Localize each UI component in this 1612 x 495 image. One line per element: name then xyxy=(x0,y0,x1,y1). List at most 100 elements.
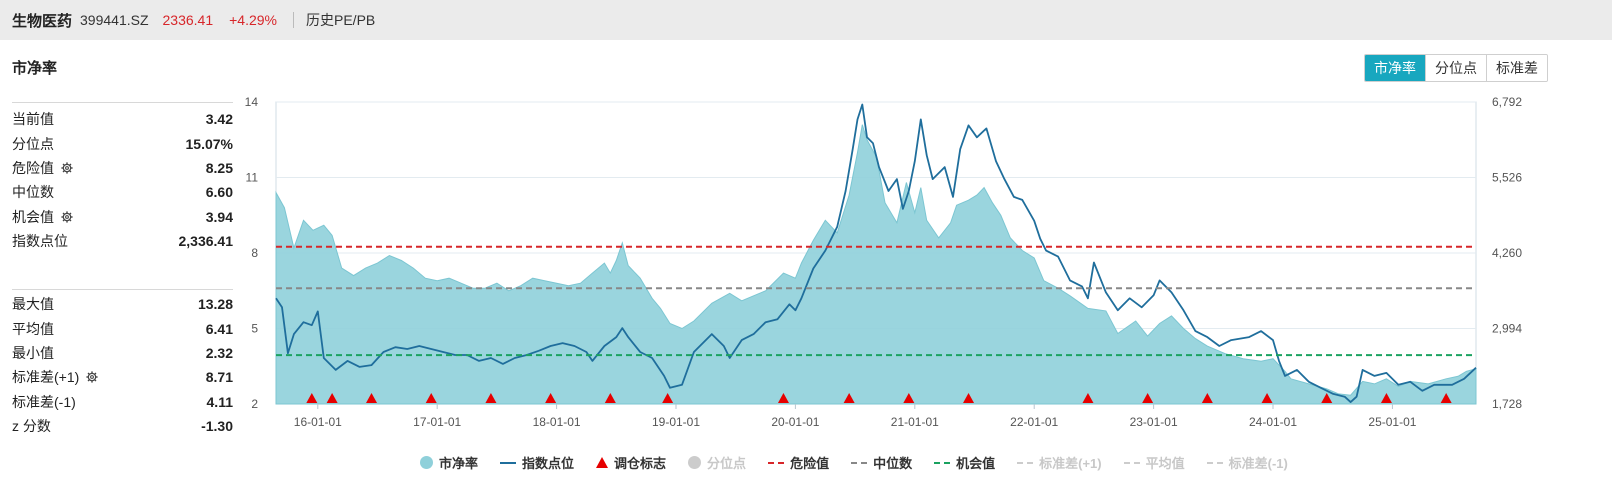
legend-item[interactable]: 调仓标志 xyxy=(596,453,666,472)
stat-row: 当前值 3.42 xyxy=(12,107,233,131)
rebalance-marker xyxy=(545,393,557,403)
rebalance-marker xyxy=(1261,393,1273,403)
legend-item[interactable]: 分位点 xyxy=(688,453,746,472)
left-axis-tick: 5 xyxy=(251,322,258,336)
stat-row: 标准差(-1) 4.11 xyxy=(12,390,233,414)
legend-label: 标准差(+1) xyxy=(1039,456,1102,471)
stat-label: 最小值 xyxy=(12,344,54,361)
legend-triangle-icon xyxy=(596,457,609,468)
stat-value: -1.30 xyxy=(201,418,233,435)
stat-label: 中位数 xyxy=(12,184,54,201)
rebalance-marker xyxy=(366,393,378,403)
divider xyxy=(293,12,294,28)
left-axis-tick: 8 xyxy=(251,246,258,260)
legend-label: 指数点位 xyxy=(522,456,575,471)
rebalance-marker xyxy=(1380,393,1392,403)
stat-value: 2.32 xyxy=(205,344,233,361)
legend-dash-icon xyxy=(851,461,868,464)
settings-gear-icon[interactable] xyxy=(60,210,74,224)
tab-pb[interactable]: 市净率 xyxy=(1365,55,1425,81)
stat-row: 平均值 6.41 xyxy=(12,316,233,340)
x-axis-tick: 24-01-01 xyxy=(1249,415,1297,429)
tab-percentile[interactable]: 分位点 xyxy=(1425,55,1486,81)
legend-dash-icon xyxy=(1123,461,1140,464)
legend-item[interactable]: 危险值 xyxy=(768,453,829,472)
index-change: +4.29% xyxy=(229,12,277,28)
stat-label: 分位点 xyxy=(12,135,54,152)
right-axis-tick: 6,792 xyxy=(1492,95,1522,109)
legend-label: 分位点 xyxy=(707,456,747,471)
rebalance-marker xyxy=(604,393,616,403)
x-axis-tick: 20-01-01 xyxy=(771,415,819,429)
legend-label: 中位数 xyxy=(873,456,913,471)
x-axis-tick: 23-01-01 xyxy=(1130,415,1178,429)
rebalance-marker xyxy=(1201,393,1213,403)
section-title: 市净率 xyxy=(12,60,58,77)
right-axis-tick: 1,728 xyxy=(1492,397,1522,411)
stat-row: 分位点 15.07% xyxy=(12,131,233,155)
legend-dash-icon xyxy=(934,461,951,464)
stat-value: 8.25 xyxy=(205,159,233,176)
left-axis-tick: 11 xyxy=(246,171,259,185)
tab-stddev[interactable]: 标准差 xyxy=(1486,55,1547,81)
legend-item[interactable]: 市净率 xyxy=(420,453,478,472)
rebalance-marker xyxy=(903,393,915,403)
legend-dot-icon xyxy=(688,456,702,469)
stat-label: 当前值 xyxy=(12,111,54,128)
stat-value: 2,336.41 xyxy=(178,233,234,250)
settings-gear-icon[interactable] xyxy=(85,370,99,384)
rebalance-marker xyxy=(1440,393,1452,403)
legend-dash-icon xyxy=(1206,461,1223,464)
x-axis-tick: 19-01-01 xyxy=(652,415,700,429)
index-name: 生物医药 xyxy=(12,12,73,30)
stat-value: 6.60 xyxy=(205,184,233,201)
legend-line-icon xyxy=(500,461,517,464)
stats-panel-summary: 最大值 13.28 平均值 6.41 最小值 2.32 标准差(+1) 8.71 标准差(-1)… xyxy=(12,289,233,438)
stat-row: 中位数 6.60 xyxy=(12,180,233,204)
stat-label: 平均值 xyxy=(12,320,54,337)
stat-row: 最大值 13.28 xyxy=(12,292,233,316)
stat-label: 最大值 xyxy=(12,296,54,313)
right-axis-tick: 2,994 xyxy=(1492,322,1522,336)
pb-chart: 14 11 8 5 2 6,792 5,526 4,260 2,994 1,728 16-01-01… xyxy=(245,95,1523,429)
rebalance-marker xyxy=(306,393,318,403)
rebalance-marker xyxy=(963,393,975,403)
x-axis-tick: 22-01-01 xyxy=(1010,415,1058,429)
history-pe-pb-link[interactable]: 历史PE/PB xyxy=(306,12,376,28)
settings-gear-icon[interactable] xyxy=(60,161,74,175)
rebalance-marker xyxy=(843,393,855,403)
stat-value: 13.28 xyxy=(197,296,233,313)
legend-label: 危险值 xyxy=(790,456,830,471)
stat-value: 3.42 xyxy=(205,111,233,128)
stat-row: 标准差(+1) 8.71 xyxy=(12,365,233,389)
stat-value: 6.41 xyxy=(205,320,233,337)
stat-label: 机会值 xyxy=(12,208,54,225)
rebalance-marker xyxy=(1321,393,1333,403)
legend-dash-icon xyxy=(768,461,785,464)
legend-dash-icon xyxy=(1017,461,1034,464)
stat-row: 危险值 8.25 xyxy=(12,156,233,180)
stat-label: z 分数 xyxy=(12,418,51,435)
legend-item[interactable]: 标准差(+1) xyxy=(1017,453,1102,472)
stat-row: 最小值 2.32 xyxy=(12,341,233,365)
legend-dot-icon xyxy=(420,456,433,469)
right-axis-tick: 5,526 xyxy=(1492,171,1522,185)
legend-label: 调仓标志 xyxy=(614,456,667,471)
legend-item[interactable]: 机会值 xyxy=(934,453,995,472)
x-axis-tick: 21-01-01 xyxy=(891,415,939,429)
legend-item[interactable]: 标准差(-1) xyxy=(1206,453,1288,472)
stats-panel-current: 当前值 3.42 分位点 15.07% 危险值 8.25 中位数 6.60 机会值 3.94 指数点… xyxy=(12,102,233,253)
stat-row: z 分数 -1.30 xyxy=(12,414,233,438)
stat-value: 3.94 xyxy=(205,208,233,225)
chart-legend: 市净率 指数点位 调仓标志 分位点 危险值 中位数 机会值 标准差(+1) 平均值 标准差(-1) xyxy=(420,453,1310,472)
legend-label: 标准差(-1) xyxy=(1228,456,1288,471)
x-axis-tick: 18-01-01 xyxy=(533,415,581,429)
left-axis-tick: 14 xyxy=(245,95,259,109)
stat-value: 8.71 xyxy=(205,369,233,386)
legend-item[interactable]: 指数点位 xyxy=(500,453,574,472)
legend-item[interactable]: 平均值 xyxy=(1123,453,1185,472)
stat-value: 4.11 xyxy=(206,393,233,410)
legend-item[interactable]: 中位数 xyxy=(851,453,912,472)
rebalance-marker xyxy=(1142,393,1154,403)
x-axis-tick: 17-01-01 xyxy=(413,415,461,429)
